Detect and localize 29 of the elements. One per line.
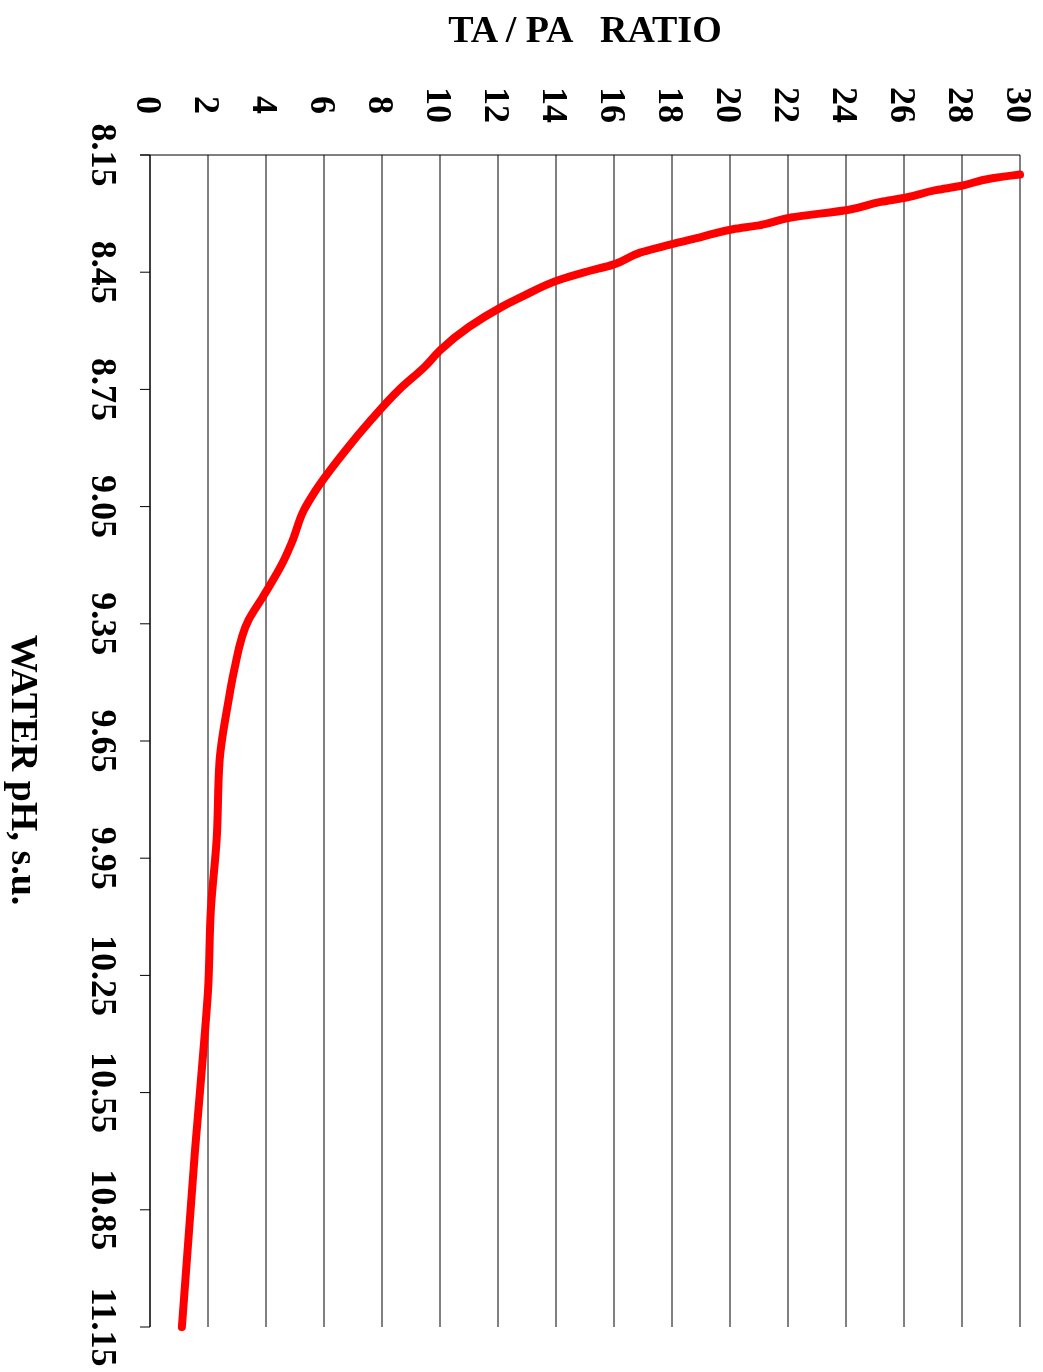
x-axis-title: TA / PA RATIO — [448, 8, 722, 50]
x-tick-label: 2 — [187, 96, 228, 114]
x-tick-label: 18 — [651, 87, 692, 123]
y-axis-title: WATER pH, s.u. — [3, 634, 46, 906]
y-tick-label: 9.35 — [84, 592, 125, 656]
x-tick-label: 4 — [245, 96, 286, 114]
y-tick-label: 8.45 — [84, 240, 125, 304]
x-tick-label: 16 — [593, 87, 634, 123]
x-tick-label: 28 — [941, 87, 982, 123]
x-tick-label: 0 — [129, 96, 170, 114]
x-tick-label: 8 — [361, 96, 402, 114]
y-tick-label: 10.25 — [84, 934, 125, 1016]
y-tick-label: 9.95 — [84, 826, 125, 890]
x-tick-label: 6 — [303, 96, 344, 114]
x-tick-label: 14 — [535, 87, 576, 123]
y-tick-label: 9.05 — [84, 475, 125, 539]
x-tick-label: 30 — [999, 87, 1040, 123]
x-tick-label: 26 — [883, 87, 924, 123]
y-tick-label: 10.55 — [84, 1052, 125, 1134]
y-tick-label: 9.65 — [84, 709, 125, 773]
y-tick-label: 8.75 — [84, 357, 125, 421]
x-tick-label: 24 — [825, 87, 866, 123]
x-tick-label: 22 — [767, 87, 808, 123]
x-tick-label: 10 — [419, 87, 460, 123]
y-tick-label: 10.85 — [84, 1169, 125, 1251]
x-tick-label: 12 — [477, 87, 518, 123]
x-tick-label: 20 — [709, 87, 750, 123]
y-tick-label: 8.15 — [84, 123, 125, 187]
y-tick-label: 11.15 — [84, 1287, 125, 1367]
